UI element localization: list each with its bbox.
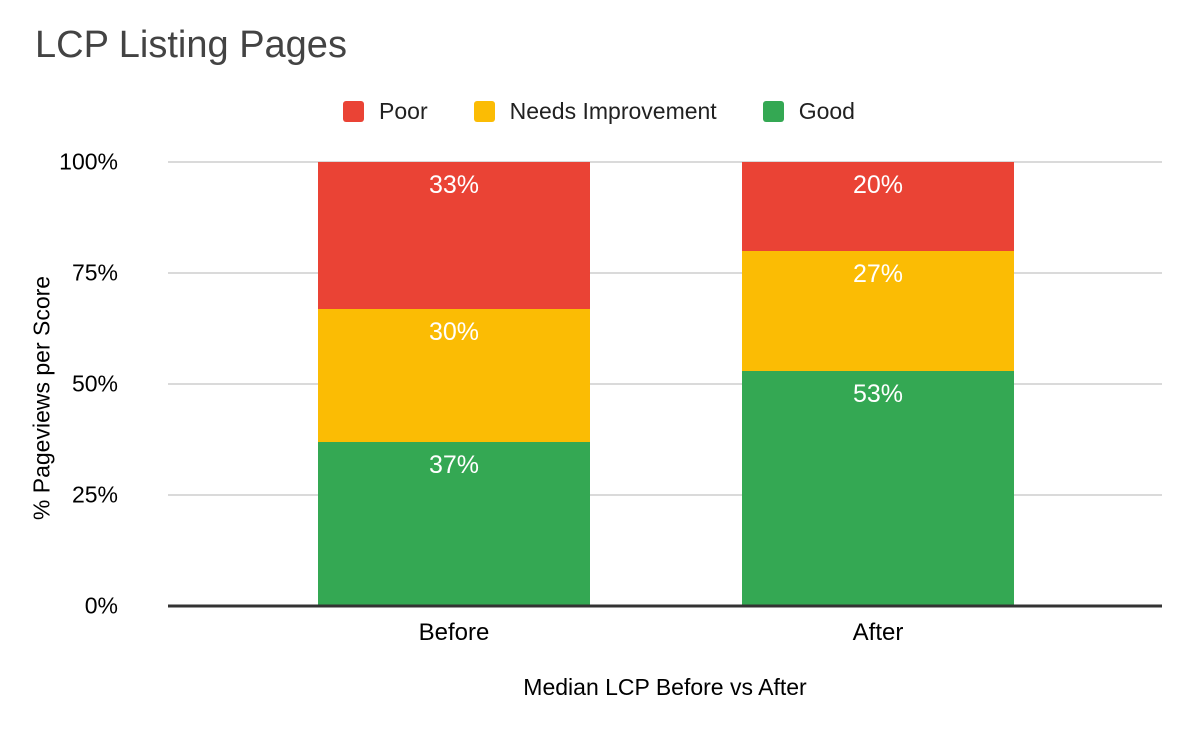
legend-item: Good — [762, 98, 855, 125]
y-axis-title: % Pageviews per Score — [28, 275, 55, 521]
bar-segment-label: 37% — [428, 450, 480, 479]
legend-label: Needs Improvement — [509, 98, 717, 124]
x-axis-title: Median LCP Before vs After — [523, 674, 807, 700]
legend-label: Poor — [379, 98, 428, 124]
bar-segment-label: 27% — [852, 259, 904, 288]
y-tick-label: 75% — [71, 259, 118, 286]
bar-segment-label: 20% — [852, 171, 904, 200]
category-label: After — [852, 619, 904, 646]
legend-swatch-icon — [762, 101, 784, 122]
bar-segment: 53% — [742, 370, 1014, 606]
y-tick-label: 0% — [84, 592, 118, 619]
gridline — [168, 383, 1162, 385]
plot-area: 0% 25% 50% 75% 100% 37% 30% 33% Before 53% 27% 20% A… — [59, 149, 1162, 646]
bar-segment: 37% — [318, 441, 590, 606]
legend-item: Poor — [343, 98, 428, 125]
gridline — [168, 494, 1162, 496]
bar-segment: 27% — [742, 250, 1014, 371]
bar-segment-label: 30% — [428, 317, 480, 346]
legend-label: Good — [798, 98, 855, 124]
bar-segment-label: 53% — [852, 379, 904, 408]
bar-segment-label: 33% — [428, 171, 480, 200]
gridline — [168, 272, 1162, 274]
bar-segment: 20% — [742, 162, 1014, 251]
category-label: Before — [418, 619, 490, 646]
legend-swatch-icon — [473, 101, 495, 122]
legend-swatch-icon — [343, 101, 365, 122]
y-tick-label: 50% — [71, 370, 118, 397]
x-axis-line — [168, 604, 1162, 608]
gridline — [168, 161, 1162, 163]
y-tick-label: 25% — [71, 481, 118, 508]
y-tick-label: 100% — [59, 148, 118, 175]
bar-segment: 33% — [318, 162, 590, 309]
legend-item: Needs Improvement — [473, 98, 717, 125]
legend: Poor Needs Improvement Good — [0, 98, 1198, 125]
bar-segment: 30% — [318, 308, 590, 442]
chart-title: LCP Listing Pages — [35, 24, 347, 66]
